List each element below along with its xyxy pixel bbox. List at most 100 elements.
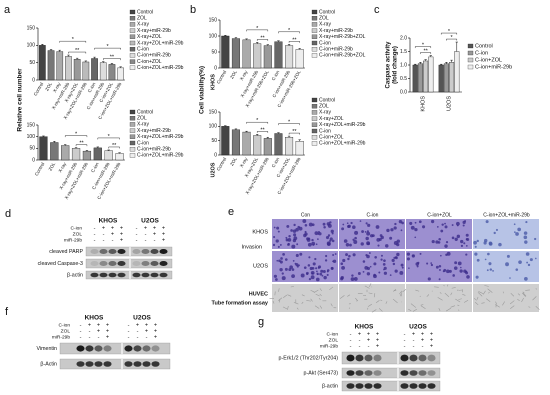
tube [329,286,334,291]
cell [443,268,447,272]
cell [353,277,358,281]
band-label: β-actin [322,383,338,389]
y-tick-label: 0.5 [400,76,407,82]
legend-swatch [311,141,318,146]
tube [476,296,479,300]
tube [528,306,531,308]
error-bar [450,59,453,63]
cell [534,257,537,260]
treatment-sign: + [421,331,424,337]
treatment-sign: + [120,231,123,237]
tube [451,287,456,289]
cell [394,222,397,226]
treatment-sign: - [94,237,96,243]
treatment-sign: - [136,237,138,243]
significance-bracket [246,122,269,124]
error-bar [85,150,89,152]
blot-band [132,272,141,278]
bar [285,45,294,69]
tube [535,306,540,310]
x-tick-label: X-ray [239,69,249,81]
row-label: KHOS [252,229,268,235]
cell [296,243,299,246]
cell [401,266,404,269]
cell [489,268,493,271]
cell [391,258,395,263]
cell [282,253,285,256]
treatment-sign: + [153,225,156,231]
legend-swatch [467,57,474,63]
legend-label: C-ion+ZOL+miR-29b [319,141,366,147]
treatment-label: miR-29b [52,334,70,340]
significance-label: * [107,44,110,50]
cell [340,277,344,281]
cell [526,261,529,264]
blot-band [418,370,427,376]
cell [465,233,469,237]
cell [308,256,311,259]
x-tick-label: Control [33,82,45,97]
cell [310,275,315,280]
cell [446,269,450,274]
cell [444,222,446,225]
cell [409,221,413,225]
cell [476,239,479,243]
error-bar [287,135,291,138]
bar [231,38,240,69]
blot-strip [85,270,173,280]
tube [272,300,275,304]
cell [327,223,332,228]
cell [347,257,350,261]
treatment-sign: + [145,322,148,328]
cell [351,274,354,277]
tube [473,298,477,301]
cell [334,253,337,255]
significance-label: * [108,134,111,140]
y-tick-label: 1.5 [400,49,407,55]
cell-line-label: KHOS [85,315,104,322]
error-bar [429,55,432,57]
bar [428,56,434,93]
bar [71,148,81,161]
cell [451,236,455,240]
legend-label: X-ray+ZOL+miR-29b [137,40,184,46]
tube [517,293,521,296]
x-tick-label: C-ion [87,81,97,93]
cell [365,222,368,225]
cell [330,229,334,233]
treatment-sign: + [430,331,433,337]
cell [462,220,466,225]
bar [99,62,107,81]
cell [273,235,276,239]
tube-image [473,284,539,312]
cell [304,230,307,233]
legend-swatch [129,16,136,21]
tube [296,307,299,310]
blot-band [150,272,159,278]
tube-image [339,284,405,312]
y-tick-label: 100 [27,134,36,140]
cell [293,233,297,237]
cell [346,222,349,225]
cell [350,277,355,282]
treatment-sign: - [154,237,156,243]
blot-band [142,361,151,367]
bar [438,64,444,93]
cell [284,267,288,271]
tube [510,305,515,310]
bar [295,49,304,69]
legend-label: X-ray [319,110,331,116]
tube [522,292,527,297]
cell [534,237,537,241]
tube [319,293,322,297]
blot-band [418,383,427,389]
cell [370,234,374,238]
cell [366,266,371,270]
tube [330,303,333,307]
tube [385,301,388,304]
treatment-sign: - [359,343,361,349]
cell [529,258,533,262]
blot-band [90,272,99,278]
x-tick-label: X-ray [52,81,62,93]
tube [393,288,397,292]
